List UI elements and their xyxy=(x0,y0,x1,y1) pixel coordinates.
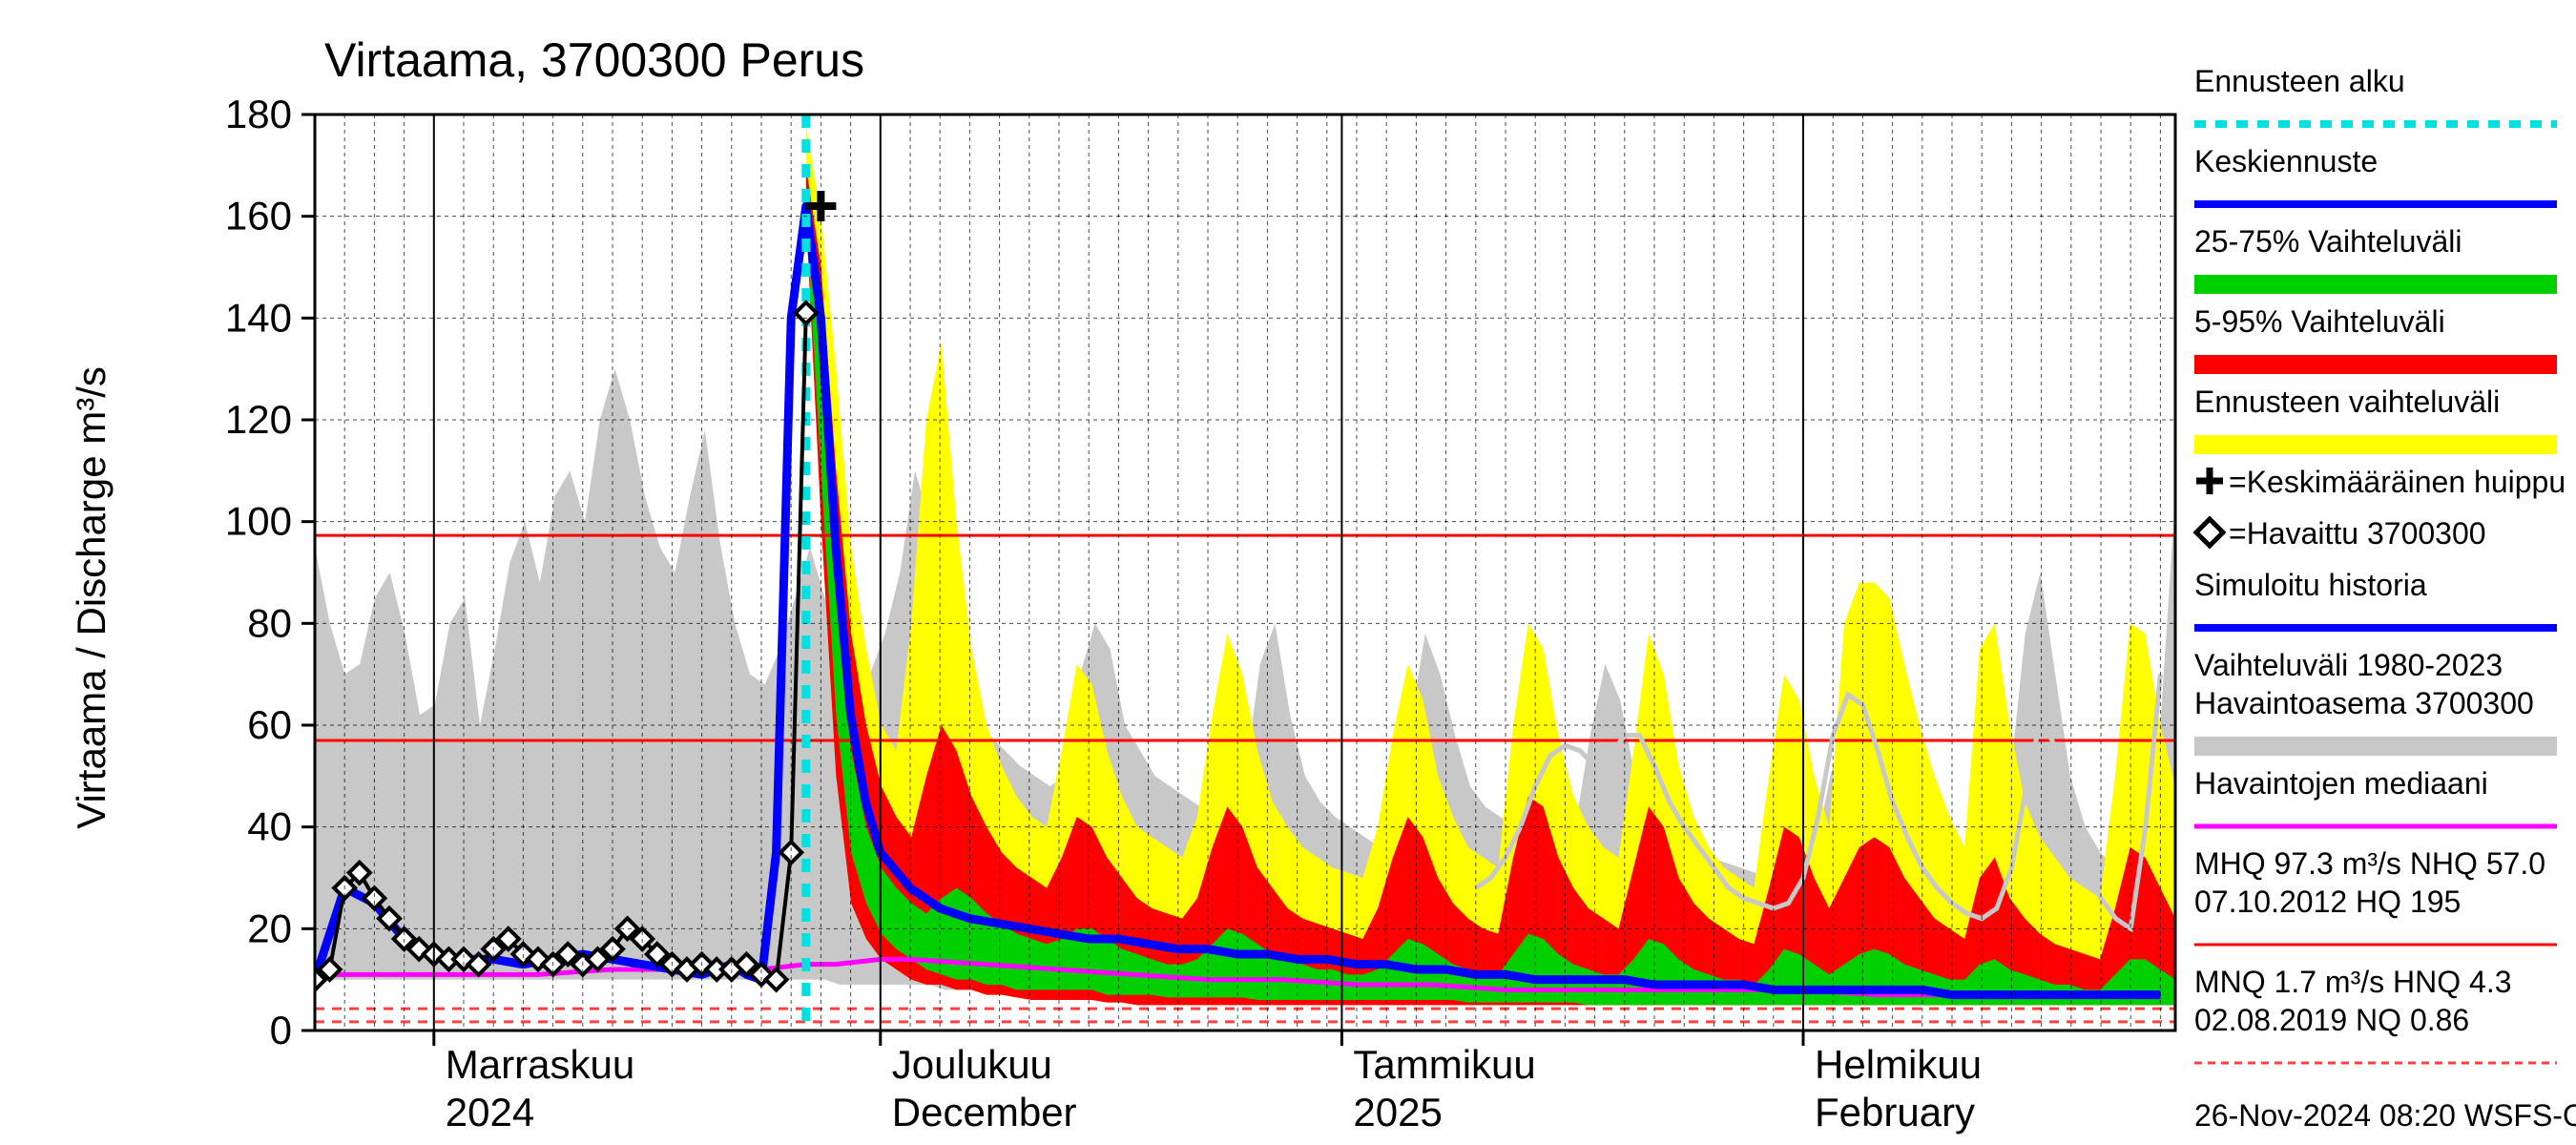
svg-text:Keskiennuste: Keskiennuste xyxy=(2194,144,2378,178)
chart-title: Virtaama, 3700300 Perus xyxy=(324,33,864,87)
x-month-label: Marraskuu xyxy=(446,1042,634,1087)
x-month-label: Joulukuu xyxy=(892,1042,1052,1087)
legend-item: Vaihteluväli 1980-2023 Havaintoasema 370… xyxy=(2194,648,2557,756)
svg-text:Ennusteen alku: Ennusteen alku xyxy=(2194,64,2405,98)
svg-text:MNQ 1.7 m³/s HNQ 4.3: MNQ 1.7 m³/s HNQ 4.3 xyxy=(2194,965,2512,999)
y-tick-label: 80 xyxy=(247,600,292,645)
y-tick-label: 160 xyxy=(225,194,292,239)
svg-text:=Keskimääräinen huippu: =Keskimääräinen huippu xyxy=(2229,465,2566,499)
svg-text:MHQ 97.3 m³/s NHQ 57.0: MHQ 97.3 m³/s NHQ 57.0 xyxy=(2194,846,2545,881)
y-tick-label: 120 xyxy=(225,397,292,442)
svg-text:Havaintoasema 3700300: Havaintoasema 3700300 xyxy=(2194,686,2534,720)
y-tick-label: 60 xyxy=(247,702,292,747)
x-month-sublabel: February xyxy=(1815,1090,1975,1135)
x-month-sublabel: 2025 xyxy=(1353,1090,1442,1135)
chart-svg: 0 20 40 60 80 100 120 140 160 180 Virtaama / Disch… xyxy=(0,0,2576,1145)
legend-item: =Havaittu 3700300 xyxy=(2196,516,2486,551)
x-month-label: Helmikuu xyxy=(1815,1042,1982,1087)
y-tick-label: 20 xyxy=(247,906,292,950)
svg-text:=Havaittu 3700300: =Havaittu 3700300 xyxy=(2229,516,2486,551)
y-tick-label: 40 xyxy=(247,804,292,849)
y-tick-label: 0 xyxy=(270,1008,292,1052)
svg-text:Simuloitu historia: Simuloitu historia xyxy=(2194,568,2427,602)
x-month-sublabel: 2024 xyxy=(446,1090,534,1135)
svg-text:25-75% Vaihteluväli: 25-75% Vaihteluväli xyxy=(2194,224,2462,259)
x-month-label: Tammikuu xyxy=(1353,1042,1535,1087)
svg-text:Havaintojen mediaani: Havaintojen mediaani xyxy=(2194,766,2488,801)
y-tick-label: 140 xyxy=(225,295,292,340)
x-month-sublabel: December xyxy=(892,1090,1077,1135)
y-tick-label: 180 xyxy=(225,92,292,136)
y-axis-label: Virtaama / Discharge m³/s xyxy=(69,366,114,829)
svg-text:02.08.2019 NQ 0.86: 02.08.2019 NQ 0.86 xyxy=(2194,1003,2469,1037)
svg-text:07.10.2012 HQ 195: 07.10.2012 HQ 195 xyxy=(2194,885,2461,919)
svg-text:Ennusteen vaihteluväli: Ennusteen vaihteluväli xyxy=(2194,385,2500,419)
discharge-chart: 0 20 40 60 80 100 120 140 160 180 Virtaama / Disch… xyxy=(0,0,2576,1145)
y-tick-label: 100 xyxy=(225,499,292,544)
legend-item: =Keskimääräinen huippu xyxy=(2196,465,2566,499)
footer-timestamp: 26-Nov-2024 08:20 WSFS-O xyxy=(2194,1098,2576,1133)
svg-text:Vaihteluväli 1980-2023: Vaihteluväli 1980-2023 xyxy=(2194,648,2503,682)
svg-text:5-95% Vaihteluväli: 5-95% Vaihteluväli xyxy=(2194,304,2445,339)
